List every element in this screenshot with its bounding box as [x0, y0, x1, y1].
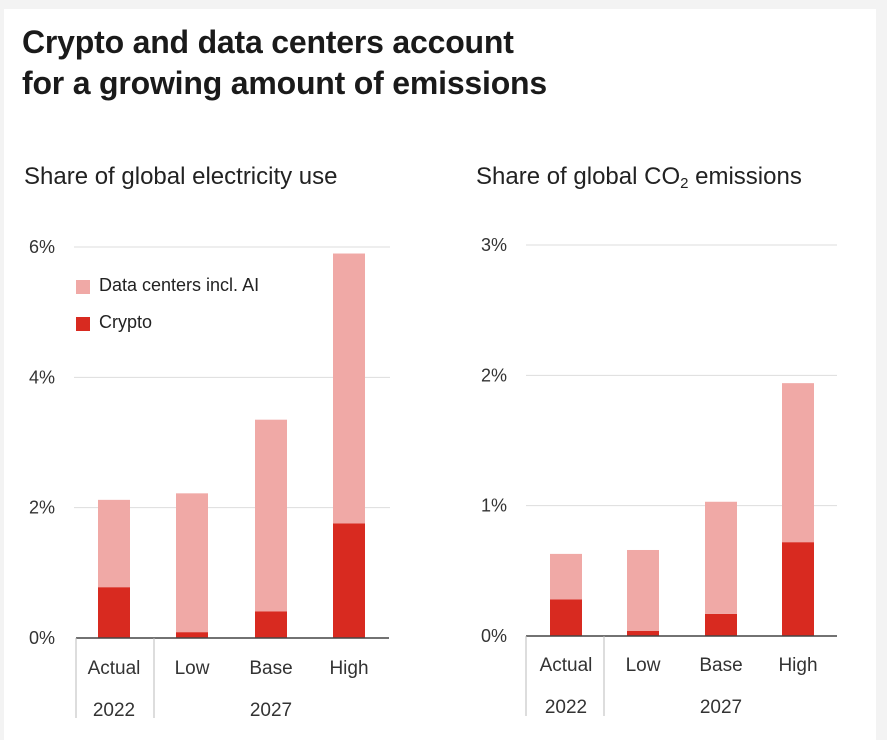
right-chart-title-main: Share of global CO: [476, 163, 681, 190]
left-group-label: 2027: [250, 700, 292, 721]
right-bar-data-centers-high: [782, 383, 814, 543]
right-bar-crypto-actual: [550, 599, 582, 636]
left-ytick-label: 2%: [29, 498, 55, 518]
figure-title-line2: for a growing amount of emissions: [22, 65, 547, 101]
right-ytick-label: 0%: [481, 626, 507, 646]
left-bar-crypto-base: [255, 611, 287, 638]
right-ytick-label: 2%: [481, 365, 507, 385]
left-bar-data-centers-base: [255, 419, 287, 612]
right-chart-title-end: emissions: [688, 163, 802, 190]
left-bar-crypto-low: [176, 632, 208, 638]
right-bar-crypto-low: [627, 630, 659, 636]
left-chart-title: Share of global electricity use: [24, 163, 338, 190]
right-category-label: Actual: [540, 655, 593, 676]
figure-title: Crypto and data centers account for a gr…: [22, 22, 722, 104]
left-category-label: Base: [249, 658, 292, 679]
left-bar-data-centers-high: [333, 253, 365, 524]
left-bar-crypto-actual: [98, 587, 130, 638]
right-bar-data-centers-base: [705, 501, 737, 614]
left-category-label: High: [329, 658, 368, 679]
left-bar-data-centers-actual: [98, 499, 130, 588]
left-bar-crypto-high: [333, 523, 365, 638]
left-bar-data-centers-low: [176, 493, 208, 633]
legend-swatch-crypto: [76, 317, 90, 331]
right-category-label: Base: [699, 655, 742, 676]
left-ytick-label: 0%: [29, 628, 55, 648]
right-chart-title-sub: 2: [680, 175, 689, 192]
right-group-label: 2027: [700, 697, 742, 718]
left-group-label: 2022: [93, 700, 135, 721]
left-category-label: Low: [175, 658, 210, 679]
right-chart-title: Share of global CO2 emissions: [476, 163, 802, 198]
right-ytick-label: 1%: [481, 496, 507, 516]
right-bar-crypto-base: [705, 613, 737, 636]
figure-title-line1: Crypto and data centers account: [22, 24, 514, 60]
right-bar-data-centers-actual: [550, 553, 582, 600]
left-ytick-label: 4%: [29, 367, 55, 387]
left-ytick-label: 6%: [29, 237, 55, 257]
right-category-label: Low: [626, 655, 661, 676]
legend-label-data-centers: Data centers incl. AI: [99, 275, 260, 295]
legend-swatch-data-centers: [76, 280, 90, 294]
right-group-label: 2022: [545, 697, 587, 718]
right-bar-crypto-high: [782, 542, 814, 636]
left-category-label: Actual: [88, 658, 141, 679]
legend-label-crypto: Crypto: [99, 312, 153, 332]
right-bar-data-centers-low: [627, 549, 659, 631]
right-ytick-label: 3%: [481, 235, 507, 255]
right-category-label: High: [778, 655, 817, 676]
